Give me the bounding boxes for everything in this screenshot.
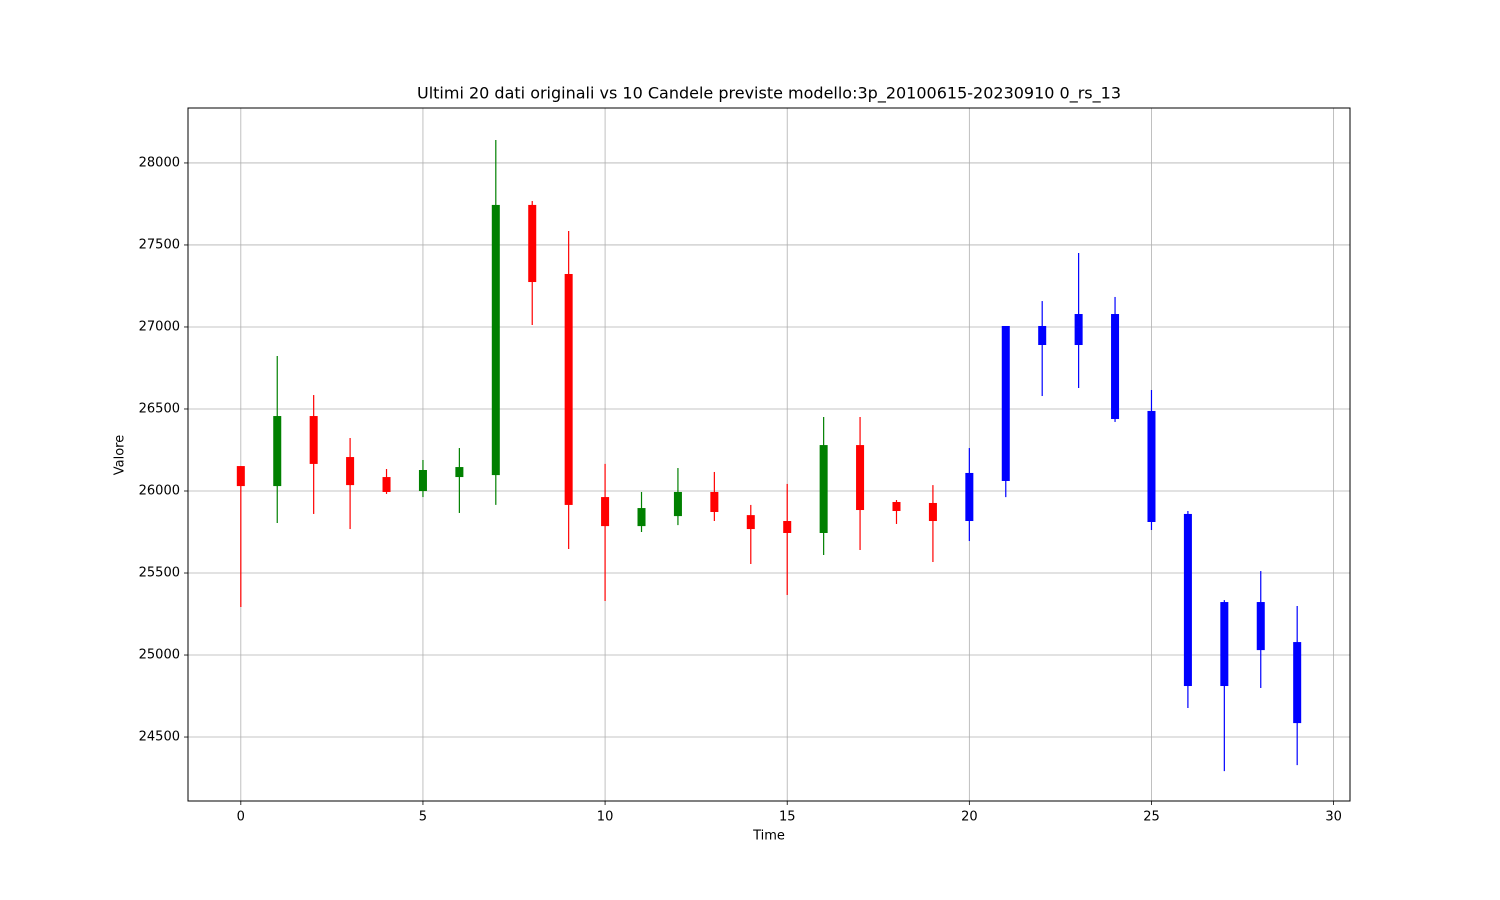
candle-body xyxy=(309,416,318,464)
y-tick-label: 24500 xyxy=(139,730,180,745)
candle-body xyxy=(382,477,391,492)
candles xyxy=(236,139,1302,772)
x-tick-label: 5 xyxy=(419,810,427,825)
x-tick-label: 15 xyxy=(779,810,796,825)
chart-title: Ultimi 20 dati originali vs 10 Candele p… xyxy=(417,84,1121,104)
candle-body xyxy=(418,470,427,491)
x-tick-label: 0 xyxy=(237,810,245,825)
y-tick-label: 28000 xyxy=(139,155,180,170)
candle-body xyxy=(236,466,245,487)
candle-body xyxy=(528,204,537,283)
candle-body xyxy=(710,491,719,512)
candle-body xyxy=(564,273,573,505)
candle-body xyxy=(1183,513,1192,687)
x-axis-label: Time xyxy=(752,829,785,844)
y-tick-label: 26500 xyxy=(139,401,180,416)
y-tick-label: 26000 xyxy=(139,483,180,498)
candle-body xyxy=(819,445,828,533)
candle-body xyxy=(1074,314,1083,346)
candle-body xyxy=(1111,314,1120,419)
candle-body xyxy=(892,501,901,512)
candle-body xyxy=(1293,642,1302,724)
candle-body xyxy=(455,467,464,478)
x-tick-label: 30 xyxy=(1325,810,1342,825)
candle-body xyxy=(1256,602,1265,651)
candle-body xyxy=(673,491,682,517)
candle-body xyxy=(746,515,755,530)
x-tick-label: 25 xyxy=(1143,810,1160,825)
y-tick-label: 25500 xyxy=(139,566,180,581)
candle-body xyxy=(856,445,865,511)
candle-body xyxy=(928,502,937,522)
candle-body xyxy=(601,497,610,527)
candle-body xyxy=(491,204,500,476)
candle-body xyxy=(273,416,282,487)
y-tick-label: 27000 xyxy=(139,319,180,334)
candle-body xyxy=(783,521,792,533)
plot-frame xyxy=(187,107,1351,802)
candle-body xyxy=(637,508,646,527)
x-tick-label: 10 xyxy=(597,810,614,825)
candle-body xyxy=(1147,410,1156,522)
y-tick-label: 25000 xyxy=(139,648,180,663)
candle-body xyxy=(965,472,974,522)
candle-body xyxy=(1001,325,1010,481)
candle-body xyxy=(1220,602,1229,687)
x-tick-label: 20 xyxy=(961,810,978,825)
candle-body xyxy=(346,457,355,486)
y-axis-label: Valore xyxy=(113,435,128,475)
candle-body xyxy=(1038,325,1047,346)
y-tick-label: 27500 xyxy=(139,237,180,252)
